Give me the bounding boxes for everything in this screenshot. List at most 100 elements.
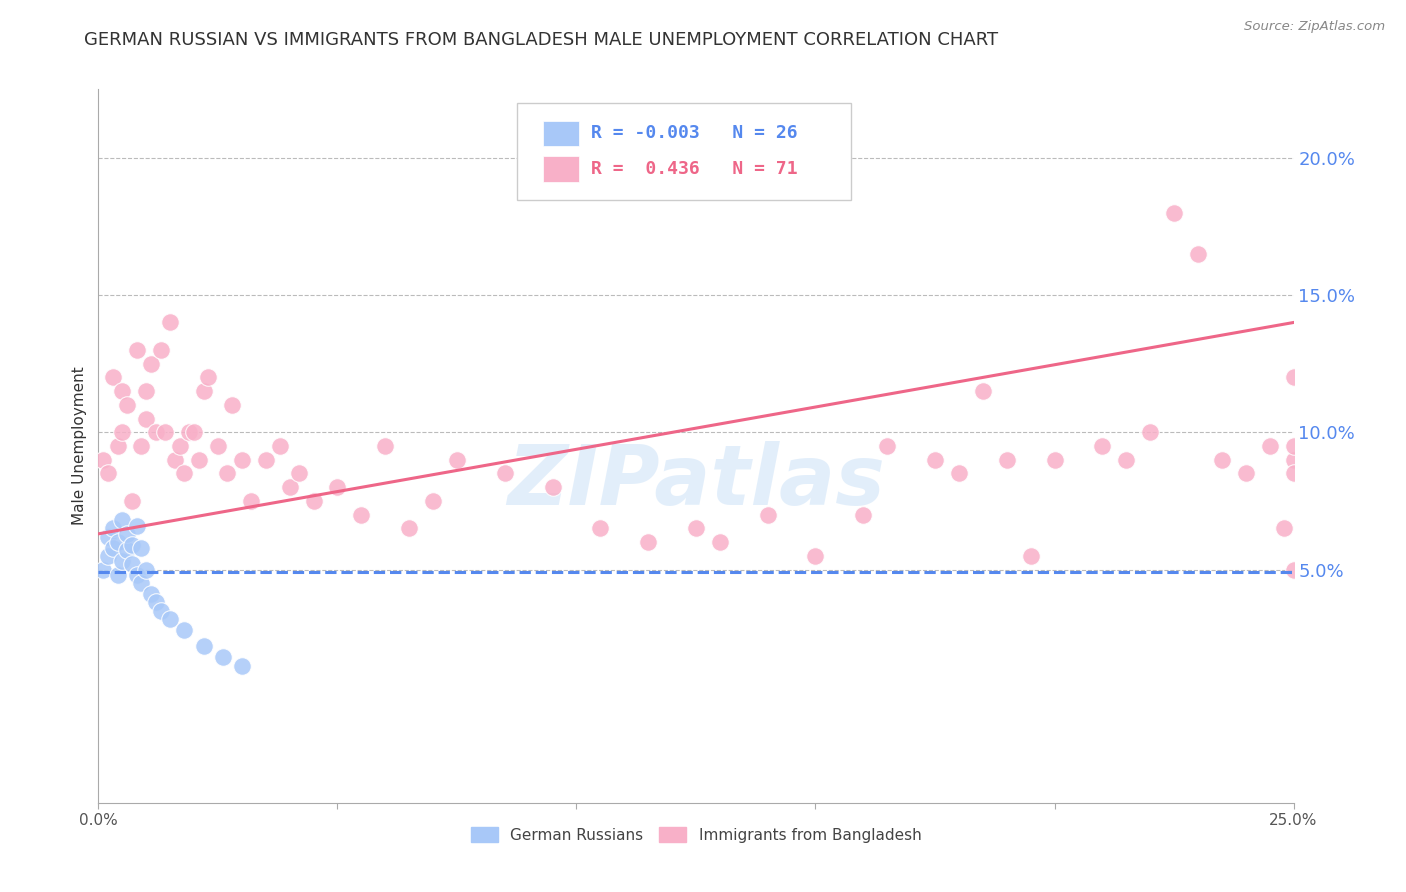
Point — [125, 518, 148, 533]
Point — [193, 640, 215, 654]
Point — [398, 521, 420, 535]
Point — [995, 452, 1018, 467]
Point — [948, 467, 970, 481]
Point — [139, 357, 162, 371]
Point — [1234, 467, 1257, 481]
Point — [240, 494, 263, 508]
Point — [1163, 205, 1185, 219]
Point — [187, 452, 209, 467]
Point — [149, 343, 172, 357]
Point — [91, 452, 114, 467]
Point — [135, 562, 157, 576]
Point — [97, 549, 120, 563]
Point — [155, 425, 177, 440]
Point — [107, 535, 129, 549]
Point — [131, 541, 153, 555]
Point — [422, 494, 444, 508]
Point — [131, 576, 153, 591]
Point — [121, 494, 143, 508]
Point — [217, 467, 239, 481]
Point — [173, 623, 195, 637]
Point — [302, 494, 325, 508]
Point — [159, 612, 181, 626]
Point — [288, 467, 311, 481]
Point — [1258, 439, 1281, 453]
Text: Source: ZipAtlas.com: Source: ZipAtlas.com — [1244, 20, 1385, 33]
Point — [1091, 439, 1114, 453]
Text: ZIPatlas: ZIPatlas — [508, 442, 884, 522]
Point — [139, 587, 162, 601]
Point — [1282, 452, 1305, 467]
Point — [111, 384, 134, 398]
Point — [145, 595, 167, 609]
Point — [924, 452, 946, 467]
Point — [173, 467, 195, 481]
Point — [101, 370, 124, 384]
Y-axis label: Male Unemployment: Male Unemployment — [72, 367, 87, 525]
Point — [1282, 562, 1305, 576]
Point — [91, 562, 114, 576]
Point — [111, 554, 134, 568]
Point — [111, 425, 134, 440]
Point — [685, 521, 707, 535]
Point — [97, 530, 120, 544]
Point — [135, 384, 157, 398]
Point — [115, 543, 138, 558]
Point — [107, 439, 129, 453]
Point — [1139, 425, 1161, 440]
Point — [149, 604, 172, 618]
Point — [1282, 467, 1305, 481]
Point — [111, 513, 134, 527]
Point — [541, 480, 564, 494]
Point — [231, 452, 253, 467]
Point — [637, 535, 659, 549]
Point — [326, 480, 349, 494]
Text: R = -0.003   N = 26: R = -0.003 N = 26 — [591, 125, 797, 143]
Point — [183, 425, 205, 440]
Point — [125, 568, 148, 582]
Point — [1282, 439, 1305, 453]
Point — [207, 439, 229, 453]
Point — [221, 398, 243, 412]
Point — [193, 384, 215, 398]
Point — [876, 439, 898, 453]
Point — [1043, 452, 1066, 467]
Point — [211, 650, 233, 665]
Point — [145, 425, 167, 440]
Point — [135, 411, 157, 425]
Point — [121, 557, 143, 571]
Point — [278, 480, 301, 494]
Point — [350, 508, 373, 522]
Point — [254, 452, 277, 467]
Point — [101, 541, 124, 555]
Point — [494, 467, 516, 481]
Legend: German Russians, Immigrants from Bangladesh: German Russians, Immigrants from Banglad… — [464, 821, 928, 848]
Point — [101, 521, 124, 535]
Point — [97, 467, 120, 481]
Point — [972, 384, 994, 398]
Point — [1282, 370, 1305, 384]
Point — [269, 439, 291, 453]
Text: GERMAN RUSSIAN VS IMMIGRANTS FROM BANGLADESH MALE UNEMPLOYMENT CORRELATION CHART: GERMAN RUSSIAN VS IMMIGRANTS FROM BANGLA… — [84, 31, 998, 49]
Text: R =  0.436   N = 71: R = 0.436 N = 71 — [591, 161, 797, 178]
Point — [197, 370, 219, 384]
Bar — [543, 156, 579, 182]
Point — [121, 538, 143, 552]
Point — [131, 439, 153, 453]
Point — [709, 535, 731, 549]
Point — [589, 521, 612, 535]
Point — [1187, 247, 1209, 261]
FancyBboxPatch shape — [517, 103, 852, 200]
Point — [1272, 521, 1295, 535]
Point — [179, 425, 201, 440]
Point — [115, 398, 138, 412]
Point — [1019, 549, 1042, 563]
Point — [1115, 452, 1137, 467]
Point — [374, 439, 396, 453]
Point — [1211, 452, 1233, 467]
Point — [231, 658, 253, 673]
Point — [159, 316, 181, 330]
Point — [169, 439, 191, 453]
Point — [804, 549, 827, 563]
Point — [115, 526, 138, 541]
